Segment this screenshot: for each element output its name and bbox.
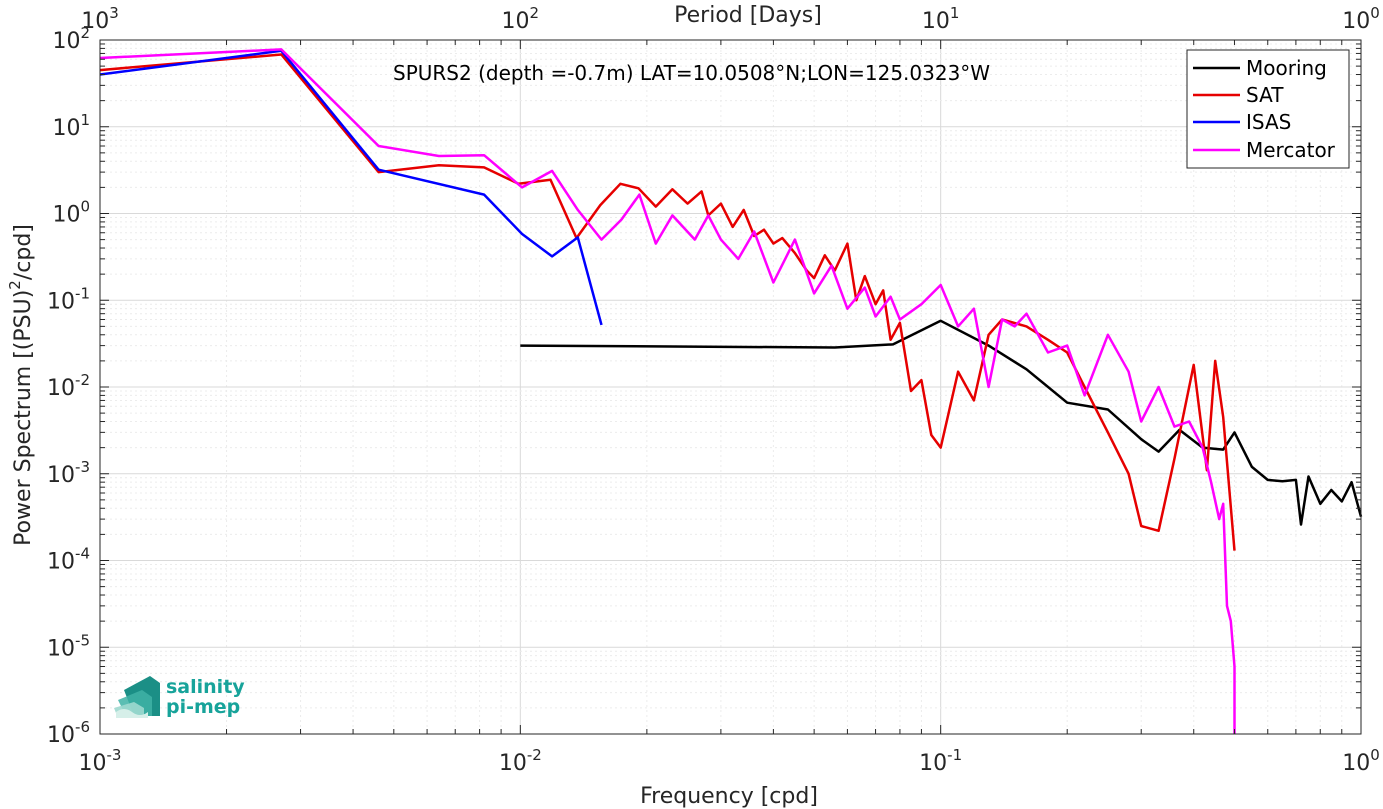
- series-line-sat: [99, 53, 1236, 551]
- y-axis-title-main: Power Spectrum [(PSU): [11, 290, 36, 546]
- legend: Mooring SAT ISAS Mercator: [1186, 49, 1350, 169]
- y-axis-title-sup: 2: [6, 280, 24, 290]
- logo-text-pi-mep: pi-mep: [166, 696, 240, 718]
- y-tick-label: 10-5: [47, 631, 90, 661]
- salinity-pi-mep-logo: salinity pi-mep: [114, 676, 245, 718]
- y-tick-label: 10-1: [47, 284, 90, 314]
- y-tick-label: 10-4: [47, 545, 90, 575]
- logo-emblem: [114, 676, 160, 718]
- legend-item-mooring: Mooring: [1193, 56, 1327, 80]
- top-tick-label: 100: [1342, 4, 1380, 34]
- x-tick-label: 10-3: [79, 746, 122, 776]
- x-axis-title: Frequency [cpd]: [640, 784, 818, 809]
- x-tick-label: 10-1: [919, 746, 962, 776]
- legend-label-mooring: Mooring: [1246, 56, 1327, 80]
- series-line-mooring: [520, 319, 1363, 526]
- top-tick-label: 101: [922, 4, 960, 34]
- series-line-mercator: [99, 48, 1236, 734]
- x-tick-label: 10-2: [499, 746, 542, 776]
- y-tick-label: 100: [52, 198, 90, 228]
- y-axis-title-tail: /cpd]: [11, 224, 36, 280]
- top-tick-label: 103: [81, 4, 119, 34]
- legend-item-mercator: Mercator: [1193, 138, 1336, 162]
- legend-label-isas: ISAS: [1246, 110, 1291, 134]
- x-tick-label: 100: [1342, 746, 1380, 776]
- y-tick-label: 10-6: [47, 718, 90, 748]
- y-tick-label: 102: [52, 24, 90, 54]
- legend-item-sat: SAT: [1193, 83, 1284, 107]
- legend-item-isas: ISAS: [1193, 110, 1291, 134]
- top-axis-title: Period [Days]: [674, 3, 822, 28]
- logo-text-salinity: salinity: [166, 676, 245, 698]
- legend-label-sat: SAT: [1246, 83, 1284, 107]
- top-tick-label: 102: [502, 4, 540, 34]
- chart-annotation: SPURS2 (depth =-0.7m) LAT=10.0508°N;LON=…: [393, 61, 990, 85]
- y-axis-title: Power Spectrum [(PSU)2/cpd]: [6, 224, 36, 546]
- y-tick-label: 101: [52, 111, 90, 141]
- legend-label-mercator: Mercator: [1246, 138, 1336, 162]
- axis-ticks: [99, 40, 1361, 735]
- y-tick-label: 10-2: [47, 371, 90, 401]
- series-lines: [99, 48, 1363, 734]
- series-line-isas: [99, 49, 603, 326]
- y-tick-label: 10-3: [47, 458, 90, 488]
- legend-box: [1186, 49, 1350, 169]
